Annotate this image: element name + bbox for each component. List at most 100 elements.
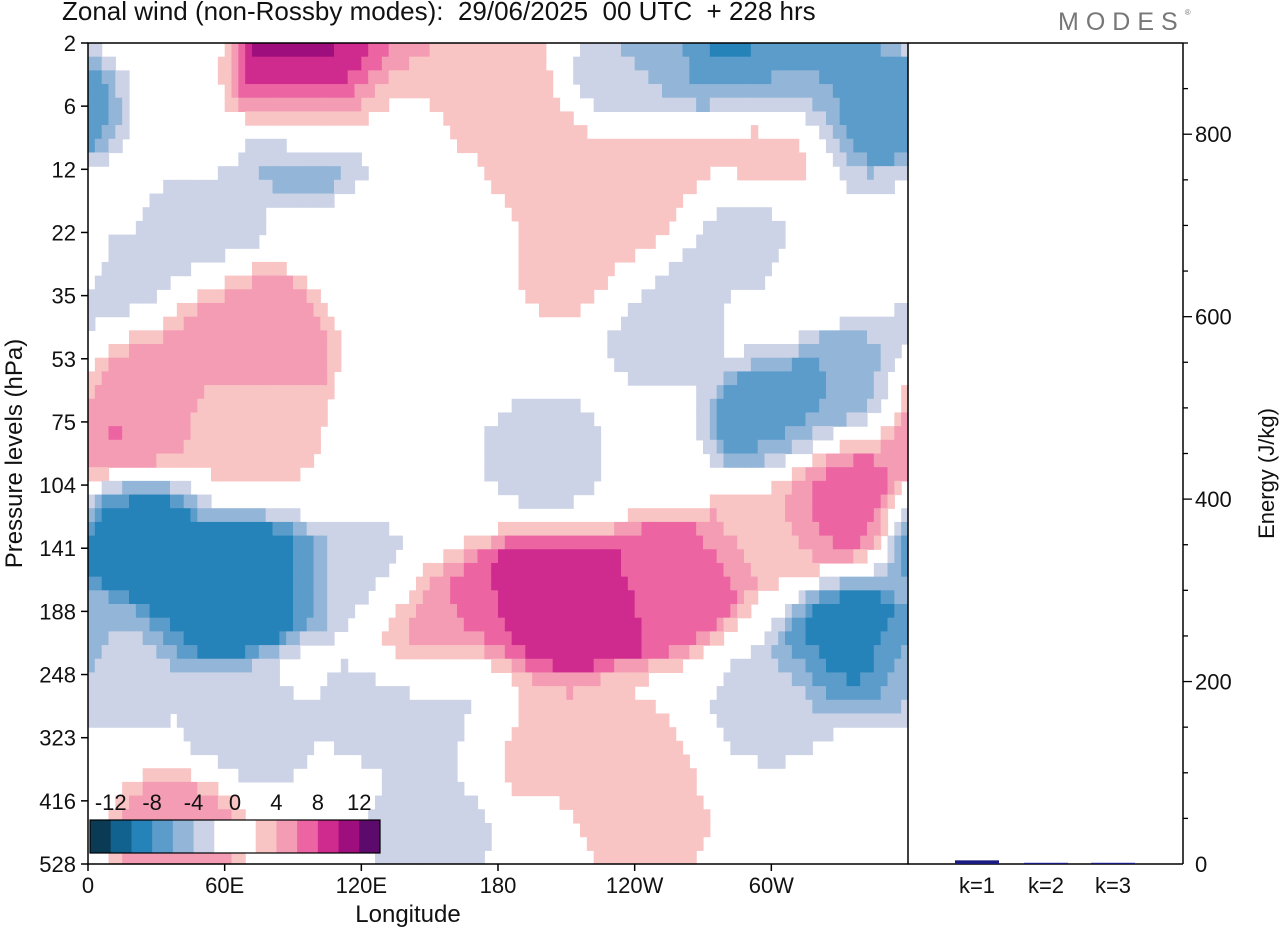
heatmap-cell	[204, 179, 212, 195]
heatmap-cell	[771, 645, 779, 660]
heatmap-cell	[511, 576, 520, 591]
heatmap-cell	[539, 590, 547, 605]
heatmap-cell	[463, 576, 472, 591]
heatmap-cell	[463, 822, 472, 838]
heatmap-cell	[142, 453, 151, 468]
heatmap-cell	[272, 179, 280, 195]
heatmap-cell	[778, 166, 786, 181]
heatmap-cell	[149, 850, 157, 865]
heatmap-cell	[580, 179, 588, 195]
heatmap-cell	[744, 658, 752, 674]
heatmap-cell	[272, 385, 280, 400]
heatmap-cell	[655, 631, 663, 646]
heatmap-cell	[627, 809, 636, 824]
heatmap-cell	[696, 590, 704, 605]
heatmap-cell	[901, 453, 909, 468]
heatmap-cell	[778, 713, 786, 728]
heatmap-cell	[88, 467, 96, 482]
heatmap-cell	[115, 234, 123, 249]
heatmap-cell	[723, 549, 731, 564]
heatmap-cell	[211, 398, 219, 414]
heatmap-cell	[224, 220, 233, 236]
heatmap-cell	[607, 344, 615, 359]
heatmap-cell	[593, 617, 602, 632]
heatmap-cell	[648, 576, 656, 591]
heatmap-cell	[545, 727, 554, 742]
heatmap-cell	[600, 576, 608, 591]
heatmap-cell	[258, 686, 267, 701]
heatmap-cell	[163, 275, 171, 290]
heatmap-cell	[532, 248, 540, 263]
heatmap-cell	[716, 576, 725, 591]
heatmap-cell	[600, 768, 608, 783]
heatmap-cell	[662, 316, 670, 331]
heatmap-cell	[867, 166, 875, 181]
heatmap-cell	[422, 70, 431, 85]
heatmap-cell	[88, 97, 96, 113]
heatmap-cell	[258, 604, 267, 619]
heatmap-cell	[436, 590, 444, 605]
heatmap-cell	[484, 56, 492, 71]
heatmap-cell	[894, 43, 902, 58]
heatmap-cell	[662, 97, 670, 113]
heatmap-cell	[839, 43, 848, 58]
x-axis-label: Longitude	[355, 901, 460, 928]
heatmap-cell	[539, 549, 547, 564]
heatmap-cell	[559, 412, 567, 427]
heatmap-cell	[812, 84, 820, 99]
heatmap-cell	[552, 494, 561, 509]
heatmap-cell	[498, 439, 506, 455]
heatmap-cell	[573, 604, 581, 619]
heatmap-cell	[785, 166, 793, 181]
heatmap-cell	[224, 179, 233, 195]
heatmap-cell	[771, 97, 779, 113]
heatmap-cell	[217, 166, 226, 181]
heatmap-cell	[286, 289, 294, 304]
heatmap-cell	[204, 207, 212, 222]
x-tick-label: 0	[82, 873, 94, 898]
heatmap-cell	[142, 521, 151, 537]
heatmap-cell	[873, 125, 882, 140]
heatmap-cell	[94, 467, 103, 482]
heatmap-cell	[641, 166, 649, 181]
heatmap-cell	[805, 521, 813, 537]
heatmap-cell	[142, 713, 151, 728]
heatmap-cell	[621, 43, 629, 58]
heatmap-cell	[600, 535, 608, 550]
heatmap-cell	[252, 56, 260, 71]
heatmap-cell	[176, 371, 185, 386]
heatmap-cell	[190, 740, 198, 756]
y-tick-label: 75	[52, 410, 76, 435]
heatmap-cell	[771, 727, 779, 742]
heatmap-cell	[395, 850, 403, 865]
heatmap-cell	[402, 781, 410, 797]
heatmap-cell	[477, 617, 485, 632]
heatmap-cell	[340, 727, 349, 742]
heatmap-cell	[306, 439, 315, 455]
heatmap-cell	[805, 686, 813, 701]
heatmap-cell	[662, 658, 670, 674]
heatmap-cell	[573, 480, 581, 496]
heatmap-cell	[600, 207, 608, 222]
heatmap-cell	[409, 836, 417, 851]
heatmap-cell	[730, 562, 738, 578]
heatmap-cell	[450, 631, 458, 646]
heatmap-cell	[867, 521, 875, 537]
heatmap-cell	[381, 822, 390, 838]
heatmap-cell	[217, 658, 226, 674]
heatmap-cell	[135, 699, 144, 715]
heatmap-cell	[368, 576, 376, 591]
heatmap-cell	[252, 727, 260, 742]
heatmap-cell	[662, 152, 670, 167]
heatmap-cell	[723, 138, 731, 154]
heatmap-cell	[272, 111, 280, 126]
heatmap-cell	[252, 508, 260, 523]
heatmap-cell	[504, 631, 513, 646]
heatmap-cell	[648, 193, 656, 208]
heatmap-cell	[867, 535, 875, 550]
heatmap-cell	[340, 521, 349, 537]
heatmap-cell	[545, 549, 554, 564]
heatmap-cell	[320, 344, 328, 359]
heatmap-cell	[176, 686, 185, 701]
heatmap-cell	[757, 166, 766, 181]
